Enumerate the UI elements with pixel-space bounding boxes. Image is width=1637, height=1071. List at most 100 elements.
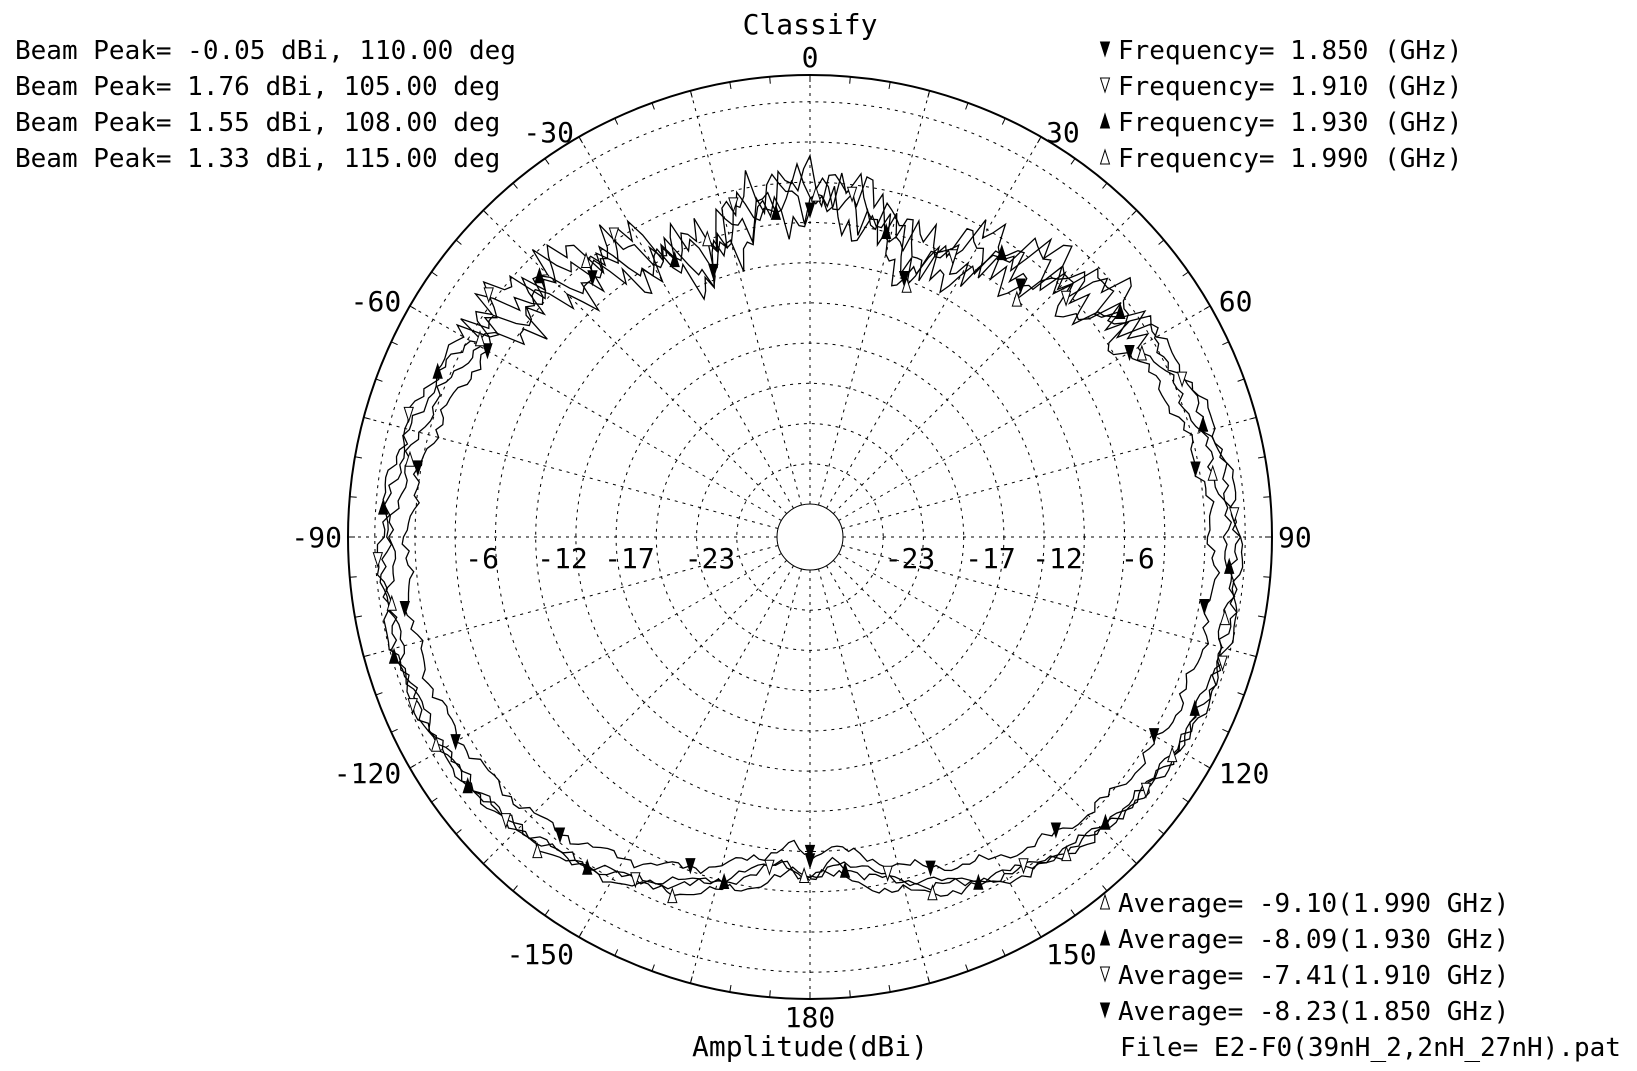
angular-grid-spoke xyxy=(689,568,802,984)
radial-tick-label: -23 xyxy=(885,542,936,575)
legend-marker-filled-up xyxy=(1099,112,1111,129)
legend-marker-open-down xyxy=(1099,966,1111,983)
boundary-tick xyxy=(375,378,383,382)
trace-marker-filled-up xyxy=(388,647,400,664)
angle-tick-label: 90 xyxy=(1278,521,1312,554)
radial-tick-label: -12 xyxy=(1032,542,1083,575)
polar-grid xyxy=(347,74,1273,1000)
boundary-tick xyxy=(1249,654,1257,658)
boundary-tick xyxy=(1222,728,1229,733)
boundary-tick xyxy=(544,158,550,165)
angle-tick-label: 0 xyxy=(802,41,819,74)
boundary-tick xyxy=(651,964,655,972)
boundary-tick xyxy=(431,797,438,803)
boundary-tick xyxy=(578,136,583,144)
trace-marker-filled-down xyxy=(804,853,816,870)
frequency-legend: Frequency= 1.850 (GHz) Frequency= 1.910 (… xyxy=(1099,36,1462,174)
trace-marker-filled-up xyxy=(996,244,1007,261)
boundary-tick xyxy=(363,416,371,420)
boundary-tick xyxy=(1001,118,1006,125)
boundary-tick xyxy=(391,728,398,733)
angle-tick-label: 150 xyxy=(1046,938,1097,971)
angular-grid-spoke xyxy=(578,565,794,938)
trace-marker-open-up xyxy=(702,230,713,247)
boundary-tick xyxy=(409,305,417,310)
trace-marker-open-down xyxy=(630,872,641,889)
trace-marker-open-down xyxy=(407,698,418,715)
trace-series-1 xyxy=(401,185,1221,875)
angular-grid-spoke xyxy=(826,136,1042,509)
average-list: Average= -9.10(1.990 GHz) Average= -8.09(… xyxy=(1099,889,1509,1027)
trace-marker-open-up xyxy=(1011,290,1023,307)
boundary-tick xyxy=(1037,930,1042,938)
angle-tick-label: -90 xyxy=(291,521,342,554)
trace-marker-filled-up xyxy=(1100,813,1111,830)
boundary-tick xyxy=(1102,182,1108,189)
trace-marker-open-down xyxy=(403,406,414,423)
trace-marker-filled-down xyxy=(1199,599,1210,616)
axis-labels: 0306090120150180-150-120-90-60-30-23-23-… xyxy=(291,41,1311,1034)
angular-grid-spoke xyxy=(818,568,931,984)
trace-marker-filled-down xyxy=(925,860,936,877)
boundary-tick xyxy=(363,654,371,658)
boundary-tick xyxy=(455,829,462,835)
trace-marker-filled-down xyxy=(482,343,493,360)
radial-tick-label: -17 xyxy=(965,542,1016,575)
trace-marker-open-up xyxy=(810,185,822,202)
boundary-tick xyxy=(482,209,489,216)
boundary-tick xyxy=(431,271,438,277)
angle-tick-label: -120 xyxy=(334,757,401,790)
trace-marker-open-down xyxy=(764,859,775,876)
trace-marker-filled-down xyxy=(1124,345,1135,362)
boundary-tick xyxy=(1237,378,1245,382)
trace-marker-filled-down xyxy=(554,827,566,844)
boundary-tick xyxy=(1258,615,1266,618)
file-name-text: File= E2-F0(39nH_2,2nH_27nH).pat xyxy=(1120,1033,1621,1063)
trace-marker-filled-up xyxy=(770,203,782,220)
beam-peak-line: Beam Peak= 1.55 dBi, 108.00 deg xyxy=(15,108,500,138)
trace-marker-open-up xyxy=(927,884,938,901)
trace-marker-open-up xyxy=(1167,746,1178,763)
legend-marker-open-up xyxy=(1099,893,1111,910)
angular-grid-spoke xyxy=(826,565,1042,938)
trace-marker-filled-down xyxy=(1015,278,1026,295)
trace-marker-open-up xyxy=(474,330,486,347)
trace-marker-open-down xyxy=(1229,507,1240,524)
boundary-tick xyxy=(849,990,851,998)
legend-marker-filled-down xyxy=(1099,41,1111,58)
boundary-tick xyxy=(409,764,417,769)
trace-marker-open-down xyxy=(608,227,620,244)
boundary-tick xyxy=(1001,949,1006,956)
boundary-tick xyxy=(729,81,732,89)
trace-marker-open-down xyxy=(1060,290,1072,307)
boundary-tick xyxy=(578,930,583,938)
trace-marker-filled-up xyxy=(378,498,389,515)
angle-tick-label: 30 xyxy=(1046,116,1080,149)
frequency-legend-line: Frequency= 1.990 (GHz) xyxy=(1118,144,1462,174)
boundary-tick xyxy=(1182,271,1189,277)
radial-tick-label: -6 xyxy=(1121,542,1155,575)
angle-tick-label: 180 xyxy=(785,1001,836,1034)
angular-grid-spoke xyxy=(482,559,788,865)
boundary-tick xyxy=(544,909,550,916)
boundary-tick xyxy=(927,90,931,98)
radial-tick-label: -6 xyxy=(465,542,499,575)
trace-marker-open-down xyxy=(1140,782,1152,799)
trace-marker-filled-up xyxy=(1197,415,1209,432)
legend-marker-open-up xyxy=(1099,148,1111,165)
trace-marker-filled-up xyxy=(534,267,545,284)
frequency-legend-line: Frequency= 1.850 (GHz) xyxy=(1118,36,1462,66)
trace-marker-filled-up xyxy=(973,873,984,890)
boundary-tick xyxy=(1237,692,1245,696)
boundary-tick xyxy=(965,964,969,972)
boundary-tick xyxy=(769,76,771,84)
trace-marker-open-down xyxy=(728,197,739,214)
boundary-tick xyxy=(349,496,357,498)
trace-marker-filled-down xyxy=(1190,461,1201,478)
boundary-tick xyxy=(1070,158,1076,165)
trace-marker-open-down xyxy=(483,287,494,304)
boundary-tick xyxy=(769,990,771,998)
boundary-tick xyxy=(349,576,357,578)
boundary-tick xyxy=(965,102,969,110)
